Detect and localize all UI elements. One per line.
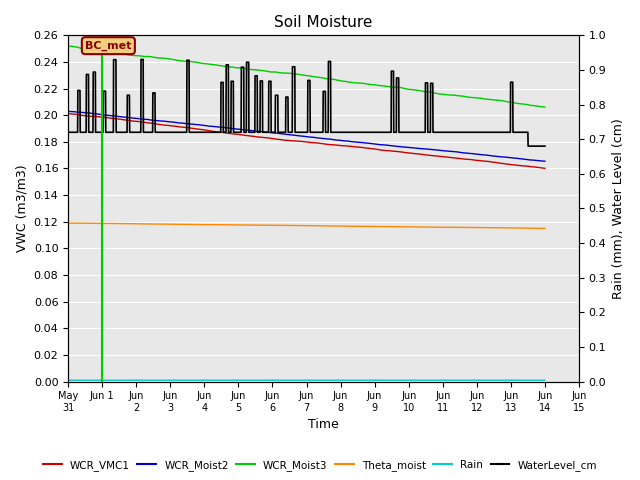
- Rain: [64, 377, 72, 383]
- Theta_moist: [541, 226, 548, 231]
- WCR_VMC1: [282, 137, 290, 143]
- WaterLevel_cm: [282, 94, 290, 100]
- WCR_Moist2: [541, 158, 548, 164]
- WaterLevel_cm: [541, 143, 548, 149]
- WaterLevel_cm: [483, 130, 491, 135]
- WCR_Moist2: [64, 108, 72, 114]
- WCR_Moist3: [65, 43, 72, 49]
- WCR_Moist3: [497, 98, 505, 104]
- Line: WCR_VMC1: WCR_VMC1: [68, 114, 545, 168]
- Theta_moist: [282, 223, 290, 228]
- WCR_Moist3: [422, 89, 430, 95]
- WCR_VMC1: [64, 111, 72, 117]
- Rain: [422, 377, 429, 383]
- WCR_Moist2: [483, 152, 491, 158]
- Rain: [497, 377, 504, 383]
- Title: Soil Moisture: Soil Moisture: [275, 15, 372, 30]
- WCR_Moist2: [332, 137, 340, 143]
- X-axis label: Time: Time: [308, 419, 339, 432]
- WCR_Moist2: [497, 154, 504, 160]
- WCR_VMC1: [483, 158, 491, 164]
- Rain: [332, 377, 340, 383]
- Y-axis label: VWC (m3/m3): VWC (m3/m3): [15, 165, 28, 252]
- Line: WCR_Moist3: WCR_Moist3: [68, 46, 545, 107]
- WCR_Moist3: [541, 104, 548, 110]
- WCR_VMC1: [332, 142, 340, 148]
- WCR_VMC1: [541, 166, 548, 171]
- Theta_moist: [332, 223, 340, 229]
- WaterLevel_cm: [541, 143, 548, 149]
- Rain: [541, 377, 548, 383]
- WaterLevel_cm: [524, 143, 532, 149]
- Rain: [540, 377, 548, 383]
- WCR_VMC1: [541, 166, 548, 171]
- Line: Theta_moist: Theta_moist: [68, 223, 545, 228]
- Text: BC_met: BC_met: [85, 40, 132, 51]
- Y-axis label: Rain (mm), Water Level (cm): Rain (mm), Water Level (cm): [612, 118, 625, 299]
- Rain: [282, 377, 289, 383]
- WCR_Moist3: [332, 77, 340, 83]
- WCR_VMC1: [497, 160, 505, 166]
- WCR_Moist3: [483, 96, 491, 102]
- WaterLevel_cm: [137, 57, 145, 62]
- WCR_VMC1: [65, 111, 73, 117]
- WaterLevel_cm: [497, 130, 505, 135]
- Theta_moist: [65, 220, 72, 226]
- WCR_Moist3: [282, 70, 290, 76]
- WaterLevel_cm: [422, 80, 430, 86]
- WaterLevel_cm: [332, 130, 340, 135]
- WCR_Moist3: [64, 43, 72, 49]
- WCR_Moist2: [282, 132, 289, 137]
- Theta_moist: [422, 224, 430, 230]
- Legend: WCR_VMC1, WCR_Moist2, WCR_Moist3, Theta_moist, Rain, WaterLevel_cm: WCR_VMC1, WCR_Moist2, WCR_Moist3, Theta_…: [38, 456, 602, 475]
- Theta_moist: [497, 225, 505, 231]
- WCR_Moist2: [540, 158, 548, 164]
- Theta_moist: [541, 226, 548, 231]
- WCR_Moist2: [541, 158, 548, 164]
- Theta_moist: [483, 225, 491, 230]
- Rain: [483, 377, 491, 383]
- WCR_Moist2: [422, 146, 429, 152]
- Theta_moist: [64, 220, 72, 226]
- WCR_VMC1: [422, 152, 430, 158]
- WCR_Moist3: [541, 104, 548, 110]
- Line: WCR_Moist2: WCR_Moist2: [68, 111, 545, 161]
- WaterLevel_cm: [64, 130, 72, 135]
- Line: WaterLevel_cm: WaterLevel_cm: [68, 60, 545, 146]
